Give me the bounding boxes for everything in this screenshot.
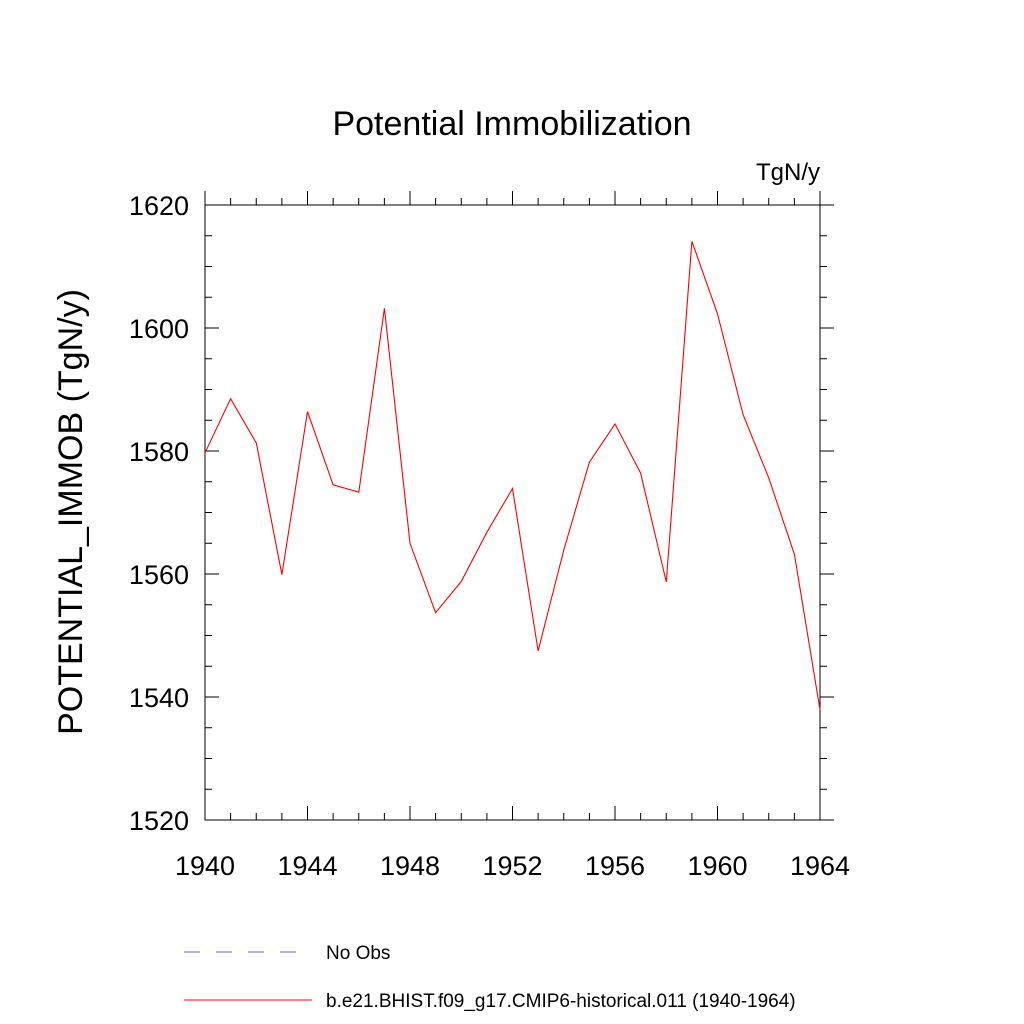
- units-label: TgN/y: [756, 159, 820, 186]
- x-tick-label: 1944: [277, 851, 337, 881]
- x-tick-label: 1960: [687, 851, 747, 881]
- y-tick-label: 1620: [129, 191, 189, 221]
- y-tick-label: 1540: [129, 683, 189, 713]
- y-tick-label: 1520: [129, 806, 189, 836]
- plot-frame: [204, 204, 821, 821]
- series-line: [204, 241, 821, 710]
- x-tick-label: 1964: [790, 851, 850, 881]
- x-tick-label: 1956: [585, 851, 645, 881]
- y-tick-label: 1600: [129, 314, 189, 344]
- x-tick-label: 1952: [482, 851, 542, 881]
- legend-label: No Obs: [326, 943, 390, 964]
- series-layer: [204, 241, 821, 710]
- plot-axes: 1940 1944 1948 1952 1956 1960 1964 1520 1540 1560…: [129, 191, 850, 881]
- y-tick-label: 1580: [129, 437, 189, 467]
- legend: No Obs b.e21.BHIST.f09_g17.CMIP6-historic…: [184, 943, 796, 1012]
- x-tick-label: 1940: [175, 851, 235, 881]
- legend-label: b.e21.BHIST.f09_g17.CMIP6-historical.011…: [326, 991, 796, 1012]
- y-axis-label: POTENTIAL_IMMOB (TgN/y): [52, 289, 90, 735]
- chart-title: Potential Immobilization: [332, 105, 691, 143]
- x-tick-label: 1948: [380, 851, 440, 881]
- y-tick-label: 1560: [129, 560, 189, 590]
